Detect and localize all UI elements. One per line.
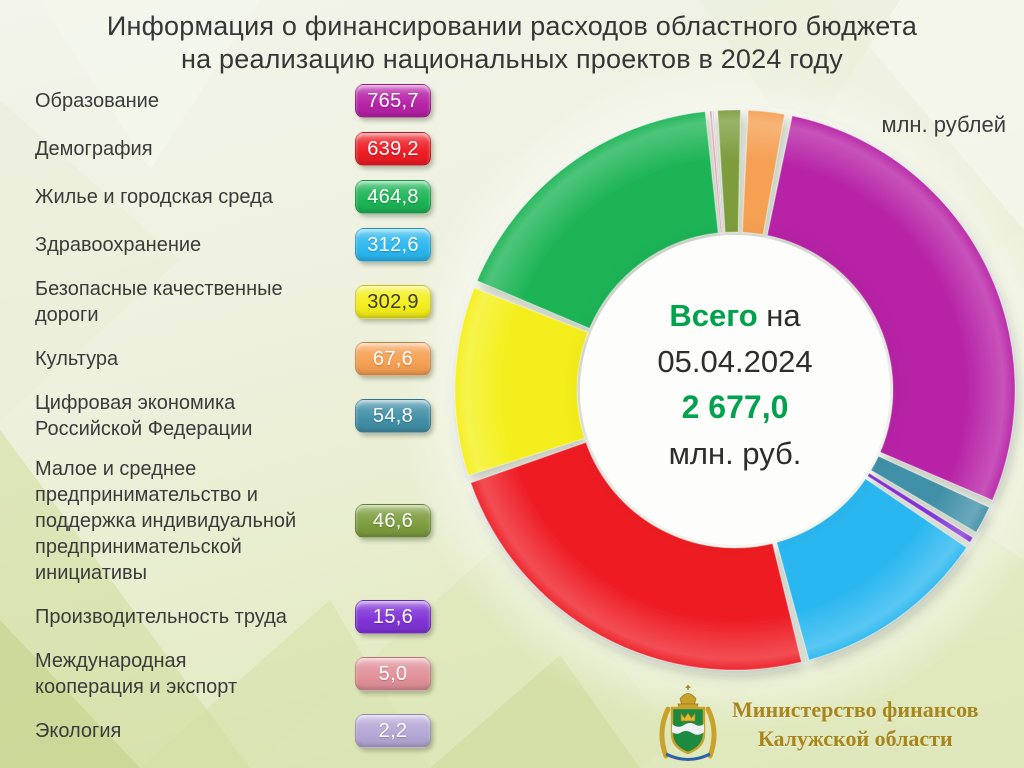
- units-label: млн. рублей: [881, 112, 1006, 137]
- legend-item: Образование 765,7: [35, 84, 431, 118]
- donut-segment: [776, 478, 968, 661]
- page-title-line1: Информация о финансировании расходов обл…: [106, 11, 918, 41]
- value-badge: 46,6: [355, 504, 431, 538]
- donut-segment: [716, 109, 742, 233]
- donut-segments: [454, 109, 1016, 671]
- legend-label: Демография: [35, 138, 153, 160]
- legend-label: Безопасные качественные дороги: [35, 278, 283, 326]
- legend-label: Производительность труда: [35, 606, 287, 628]
- legend-item: Демография 639,2: [35, 132, 431, 166]
- donut-chart: [450, 105, 1020, 675]
- value-badge: 302,9: [355, 285, 431, 319]
- total-label-suffix: на: [766, 298, 801, 333]
- legend: Образование 765,7 Демография 639,2 Жилье и г…: [35, 84, 431, 762]
- value-badge: 15,6: [355, 600, 431, 634]
- legend-label: Малое и среднее предпринимательство и по…: [35, 458, 297, 584]
- legend-item: Культура 67,6: [35, 342, 431, 376]
- legend-item: Безопасные качественные дороги 302,9: [35, 276, 431, 328]
- legend-item: Здравоохранение 312,6: [35, 228, 431, 262]
- legend-item: Цифровая экономика Российской Федерации 5…: [35, 390, 431, 442]
- donut-segment: [741, 109, 786, 236]
- value-badge: 765,7: [355, 84, 431, 118]
- donut-center-text: Всего на 05.04.2024 2 677,0 млн. руб.: [585, 293, 885, 477]
- ministry-name-line1: Министерство финансов: [732, 696, 979, 722]
- page-title-line2: на реализацию национальных проектов в 20…: [180, 44, 843, 75]
- value-badge: 2,2: [355, 714, 431, 748]
- legend-item: Жилье и городская среда 464,8: [35, 180, 431, 214]
- donut-hole: [580, 235, 890, 545]
- legend-label: Жилье и городская среда: [35, 186, 273, 208]
- donut-segment: [476, 110, 719, 330]
- donut-segment: [870, 455, 991, 534]
- value-badge: 312,6: [355, 228, 431, 262]
- value-badge: 464,8: [355, 180, 431, 214]
- total-units: млн. руб.: [668, 436, 802, 472]
- legend-label: Экология: [35, 720, 122, 742]
- value-badge: 67,6: [355, 342, 431, 376]
- ministry-signature: Министерство финансов Калужской области: [656, 684, 979, 764]
- ministry-name-line2: Калужской области: [757, 726, 953, 751]
- donut-segment: [454, 287, 589, 477]
- value-badge: 639,2: [355, 132, 431, 166]
- legend-item: Производительность труда 15,6: [35, 600, 431, 634]
- value-badge: 5,0: [355, 657, 431, 691]
- legend-label: Здравоохранение: [35, 234, 202, 256]
- total-label-line: Всего на: [585, 293, 885, 339]
- legend-label: Образование: [35, 90, 159, 112]
- legend-label: Культура: [35, 348, 119, 370]
- kaluga-coat-of-arms-icon: [659, 685, 717, 761]
- ministry-name: Министерство финансов Калужской области: [732, 695, 979, 753]
- total-label: Всего: [669, 298, 758, 333]
- donut-segment: [470, 441, 803, 671]
- legend-item: Экология 2,2: [35, 714, 431, 748]
- donut-segment: [766, 115, 1016, 501]
- donut-segment: [866, 472, 974, 544]
- legend-item: Малое и среднее предпринимательство и по…: [35, 456, 431, 586]
- legend-label: Международная кооперация и экспорт: [35, 650, 238, 698]
- donut-segment: [711, 110, 724, 234]
- legend-item: Международная кооперация и экспорт 5,0: [35, 648, 431, 700]
- total-date: 05.04.2024: [657, 343, 813, 379]
- legend-label: Цифровая экономика Российской Федерации: [35, 392, 253, 440]
- total-value: 2 677,0: [681, 389, 789, 426]
- value-badge: 54,8: [355, 399, 431, 433]
- page-title: Информация о финансировании расходов обл…: [0, 10, 1024, 77]
